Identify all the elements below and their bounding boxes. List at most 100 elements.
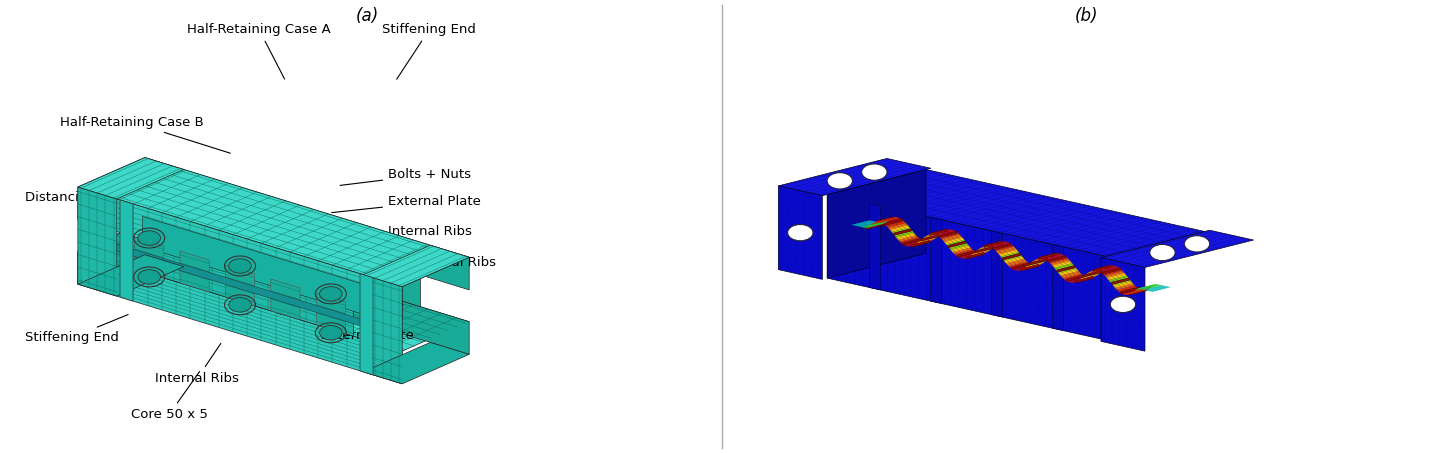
Polygon shape — [1094, 266, 1112, 270]
Polygon shape — [1101, 267, 1120, 273]
Polygon shape — [1092, 266, 1109, 271]
Polygon shape — [1107, 273, 1125, 279]
Polygon shape — [930, 230, 948, 234]
Polygon shape — [871, 220, 889, 225]
Polygon shape — [871, 220, 889, 225]
Polygon shape — [363, 342, 469, 384]
Polygon shape — [921, 235, 940, 240]
Text: (b): (b) — [1075, 7, 1098, 25]
Polygon shape — [1101, 230, 1253, 267]
Polygon shape — [1000, 252, 1019, 258]
Polygon shape — [1055, 263, 1073, 269]
Polygon shape — [1137, 284, 1157, 289]
Polygon shape — [921, 235, 938, 241]
Polygon shape — [920, 236, 938, 241]
Polygon shape — [1048, 256, 1066, 261]
Polygon shape — [1131, 288, 1150, 293]
Polygon shape — [940, 231, 957, 238]
Polygon shape — [938, 231, 957, 236]
Polygon shape — [1105, 271, 1124, 277]
Polygon shape — [1020, 265, 1039, 270]
Polygon shape — [968, 251, 987, 257]
Polygon shape — [922, 233, 941, 239]
Polygon shape — [1042, 254, 1061, 259]
Polygon shape — [1012, 263, 1029, 270]
Polygon shape — [999, 249, 1017, 255]
Polygon shape — [892, 229, 911, 234]
Polygon shape — [1043, 254, 1062, 259]
Text: Bolts + Nuts: Bolts + Nuts — [340, 168, 471, 185]
Polygon shape — [964, 254, 983, 258]
Polygon shape — [1117, 284, 1135, 290]
Polygon shape — [78, 222, 145, 284]
Polygon shape — [1137, 284, 1156, 289]
Polygon shape — [964, 254, 983, 258]
Polygon shape — [886, 222, 905, 227]
Polygon shape — [853, 221, 872, 226]
Circle shape — [827, 173, 852, 189]
Text: Stiffening End: Stiffening End — [383, 23, 476, 79]
Polygon shape — [1122, 289, 1141, 294]
Polygon shape — [1135, 285, 1154, 291]
Polygon shape — [896, 233, 915, 239]
Polygon shape — [1132, 288, 1151, 293]
Polygon shape — [1020, 265, 1039, 270]
Polygon shape — [1140, 284, 1160, 289]
Polygon shape — [145, 222, 469, 354]
Polygon shape — [924, 232, 943, 237]
Polygon shape — [1053, 262, 1072, 268]
Polygon shape — [1111, 279, 1130, 284]
Text: Bolts + Nuts: Bolts + Nuts — [289, 280, 404, 310]
Polygon shape — [1010, 263, 1029, 268]
Polygon shape — [778, 186, 822, 280]
Polygon shape — [885, 219, 902, 226]
Polygon shape — [872, 219, 891, 224]
Polygon shape — [943, 236, 961, 241]
Text: Half-Retaining Case A: Half-Retaining Case A — [187, 23, 331, 79]
Circle shape — [138, 270, 161, 284]
Polygon shape — [78, 255, 184, 296]
Polygon shape — [1032, 257, 1050, 262]
Polygon shape — [858, 222, 878, 226]
Polygon shape — [945, 239, 964, 244]
Polygon shape — [973, 249, 991, 254]
Polygon shape — [881, 218, 899, 223]
Text: Core 50 x 5: Core 50 x 5 — [131, 371, 207, 421]
Polygon shape — [909, 242, 928, 246]
Polygon shape — [907, 242, 925, 246]
Polygon shape — [979, 244, 997, 249]
Polygon shape — [989, 242, 1007, 246]
Polygon shape — [902, 240, 921, 245]
Polygon shape — [1068, 277, 1086, 282]
Polygon shape — [1117, 285, 1135, 291]
Text: Transversal Ribs: Transversal Ribs — [308, 256, 496, 276]
Polygon shape — [951, 246, 970, 252]
Polygon shape — [78, 187, 403, 319]
Polygon shape — [1058, 267, 1076, 272]
Polygon shape — [944, 238, 963, 243]
Polygon shape — [970, 251, 989, 256]
Polygon shape — [1026, 261, 1045, 267]
Polygon shape — [1007, 260, 1026, 265]
Polygon shape — [947, 241, 966, 246]
Polygon shape — [875, 217, 894, 222]
Polygon shape — [1082, 272, 1101, 277]
Polygon shape — [1046, 255, 1065, 260]
Polygon shape — [948, 241, 966, 248]
Polygon shape — [976, 246, 994, 251]
Polygon shape — [895, 232, 914, 238]
Polygon shape — [918, 237, 937, 242]
Polygon shape — [1006, 259, 1025, 264]
Polygon shape — [1035, 255, 1053, 260]
Polygon shape — [996, 247, 1014, 252]
Polygon shape — [1125, 290, 1144, 294]
Polygon shape — [971, 250, 990, 255]
Text: External Plate: External Plate — [278, 313, 414, 342]
Polygon shape — [1055, 265, 1073, 270]
Polygon shape — [1104, 270, 1122, 276]
Polygon shape — [1004, 257, 1023, 262]
Polygon shape — [991, 243, 1009, 248]
Polygon shape — [135, 237, 164, 278]
Polygon shape — [1148, 286, 1167, 291]
Polygon shape — [1138, 284, 1158, 289]
